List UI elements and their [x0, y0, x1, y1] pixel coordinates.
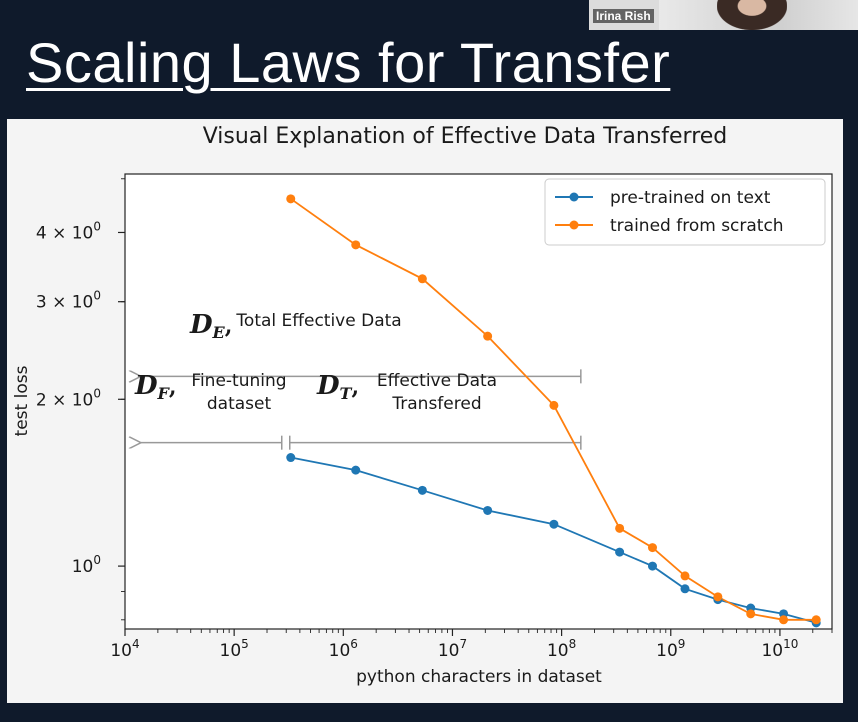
pretrained-data-point [549, 519, 559, 529]
scratch-data-point [351, 240, 361, 250]
dt-symbol: D [316, 371, 340, 401]
df-label-line2: dataset [207, 394, 272, 414]
pretrained-data-point [615, 547, 625, 557]
scratch-data-point [417, 274, 427, 284]
x-tick-label: 107 [438, 637, 467, 661]
dt-label-line1: Effective Data [377, 371, 497, 391]
x-axis-label: python characters in dataset [356, 667, 602, 687]
scratch-data-point [549, 400, 559, 410]
de-label: Total Effective Data [235, 311, 401, 331]
axis-ticks [118, 178, 833, 636]
slide-title: Scaling Laws for Transfer [26, 31, 671, 94]
x-tick-label: 105 [220, 637, 249, 661]
legend-box [544, 178, 826, 246]
x-tick-label: 109 [656, 637, 685, 661]
df-comma: , [169, 374, 177, 400]
scratch-data-point [713, 592, 723, 602]
annotation-arrows [141, 369, 582, 450]
pretrained-data-point [351, 465, 361, 475]
pretrained-data-point [286, 453, 296, 463]
dt-annotation: DT, [316, 371, 359, 403]
df-annotation: DF, [134, 371, 177, 403]
pretrained-data-point [647, 561, 657, 571]
plot-area-frame [124, 173, 833, 630]
scratch-data-point [647, 543, 657, 553]
participant-video-image [717, 0, 787, 30]
y-axis-label: test loss [12, 365, 32, 436]
de-comma: , [225, 313, 233, 339]
x-tick-label: 108 [547, 637, 576, 661]
tick-labels: 104 105 106 107 108 109 1010 100 2 × 100 3 × 100 4… [36, 219, 799, 661]
loss-scaling-chart: Visual Explanation of Effective Data Tra… [12, 124, 833, 687]
de-symbol: D [189, 310, 213, 340]
pretrained-data-point [680, 584, 690, 594]
pretrained-series-line [290, 456, 817, 624]
participant-name: Irina Rish [593, 9, 654, 23]
de-subscript: E [212, 323, 226, 342]
de-annotation: DE, Total Effective Data [189, 310, 402, 342]
y-tick-label: 4 × 100 [36, 219, 101, 243]
legend-label-scratch: trained from scratch [610, 216, 784, 236]
x-tick-label: 1010 [761, 637, 798, 661]
dt-subscript: T [340, 384, 353, 403]
df-subscript: F [157, 384, 171, 403]
y-tick-label: 100 [72, 553, 101, 577]
chart-title: Visual Explanation of Effective Data Tra… [203, 124, 728, 149]
dt-comma: , [351, 374, 359, 400]
series-points [286, 194, 821, 628]
x-tick-label: 106 [329, 637, 358, 661]
y-tick-label: 2 × 100 [36, 386, 101, 410]
pretrained-data-point [483, 505, 493, 515]
scratch-data-point [615, 523, 625, 533]
scratch-series-line [290, 198, 817, 621]
legend-marker-pretrained [569, 192, 579, 202]
scratch-data-point [286, 194, 296, 204]
scratch-data-point [746, 609, 756, 619]
x-tick-label: 104 [110, 637, 139, 661]
df-label-line1: Fine-tuning [191, 371, 286, 391]
y-tick-label: 3 × 100 [36, 289, 101, 313]
pretrained-data-point [417, 485, 427, 495]
dt-label-line2: Transfered [391, 394, 481, 414]
series-lines [290, 198, 817, 624]
legend-marker-scratch [569, 220, 579, 230]
scratch-data-point [779, 615, 789, 625]
legend: pre-trained on text trained from scratch [544, 178, 826, 246]
scratch-data-point [680, 571, 690, 581]
legend-label-pretrained: pre-trained on text [610, 188, 771, 208]
df-symbol: D [134, 371, 158, 401]
scratch-data-point [483, 331, 493, 341]
scratch-data-point [811, 615, 821, 625]
chart-panel: Visual Explanation of Effective Data Tra… [7, 119, 843, 703]
participant-video-tile[interactable]: Irina Rish [589, 0, 858, 30]
